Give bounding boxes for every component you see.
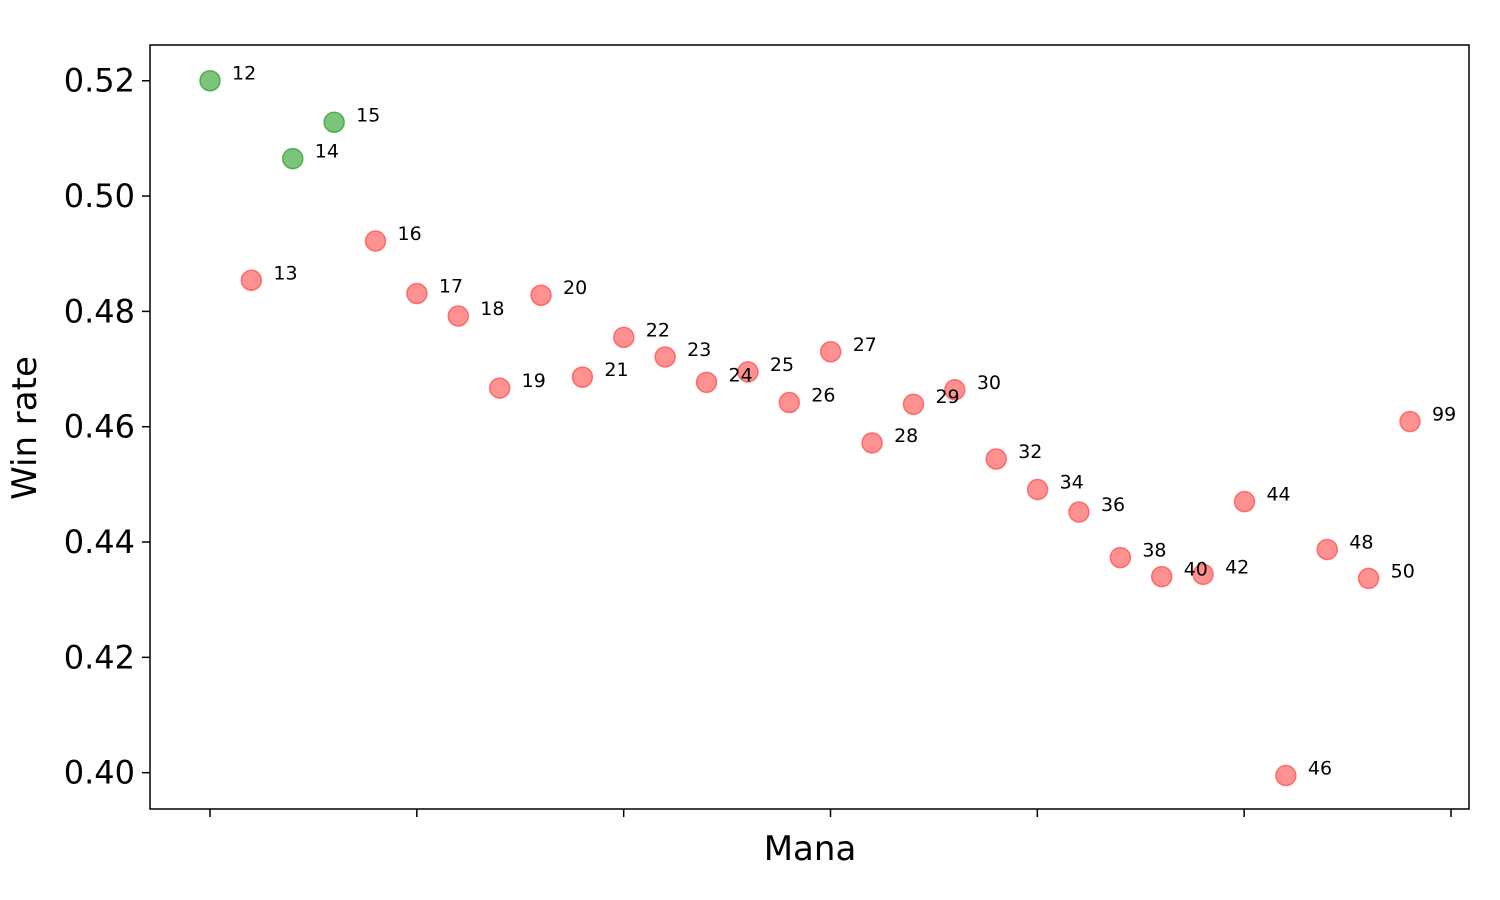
y-tick-label: 0.52 xyxy=(64,62,135,100)
point-label-38: 38 xyxy=(1142,540,1166,562)
y-axis-title: Win rate xyxy=(5,356,45,500)
point-label-46: 46 xyxy=(1308,758,1332,780)
data-point-24 xyxy=(695,371,718,394)
point-label-25: 25 xyxy=(770,354,794,376)
y-tick-label: 0.46 xyxy=(64,408,135,446)
point-label-23: 23 xyxy=(687,339,711,361)
data-point-48 xyxy=(1316,538,1338,561)
point-label-12: 12 xyxy=(232,63,256,85)
y-tick-label: 0.42 xyxy=(64,638,135,676)
data-point-36 xyxy=(1068,501,1090,523)
point-label-13: 13 xyxy=(273,262,297,284)
point-label-26: 26 xyxy=(811,384,835,406)
data-point-29 xyxy=(902,393,925,415)
point-label-36: 36 xyxy=(1101,494,1125,516)
data-point-14 xyxy=(282,147,304,170)
point-labels: 12 13 14 15 16 17 18 19 20 21 22 23 24 25 26 27 28 29 30 32… xyxy=(232,63,1456,780)
point-label-15: 15 xyxy=(356,104,380,126)
data-points xyxy=(199,69,1421,787)
data-point-21 xyxy=(571,366,594,388)
data-point-42 xyxy=(1192,563,1214,586)
data-point-23 xyxy=(654,346,676,368)
point-label-48: 48 xyxy=(1349,532,1373,554)
point-label-28: 28 xyxy=(894,425,918,447)
data-point-27 xyxy=(819,341,842,363)
point-label-20: 20 xyxy=(563,277,587,299)
point-label-99: 99 xyxy=(1432,404,1456,426)
data-point-25 xyxy=(737,361,759,383)
x-axis-title: Mana xyxy=(764,829,857,869)
data-point-44 xyxy=(1233,490,1256,513)
y-axis: 0.40 0.42 0.44 0.46 0.48 0.50 0.52 xyxy=(64,62,150,792)
data-point-30 xyxy=(944,379,966,401)
point-label-14: 14 xyxy=(315,141,339,163)
point-label-17: 17 xyxy=(439,276,463,298)
point-label-21: 21 xyxy=(604,359,628,381)
data-point-16 xyxy=(364,230,387,252)
point-label-18: 18 xyxy=(480,298,504,320)
y-tick-label: 0.44 xyxy=(64,523,135,561)
data-point-12 xyxy=(199,69,221,92)
y-tick-label: 0.48 xyxy=(64,292,135,330)
data-point-46 xyxy=(1275,764,1297,787)
point-label-16: 16 xyxy=(398,223,422,245)
point-label-19: 19 xyxy=(522,370,546,392)
data-point-26 xyxy=(778,391,801,414)
point-label-22: 22 xyxy=(646,319,670,341)
point-label-29: 29 xyxy=(935,386,959,408)
data-point-20 xyxy=(530,284,552,306)
data-point-15 xyxy=(323,111,345,134)
point-label-30: 30 xyxy=(977,372,1001,394)
point-label-44: 44 xyxy=(1266,484,1290,506)
point-label-50: 50 xyxy=(1391,560,1415,582)
point-label-32: 32 xyxy=(1018,441,1042,463)
point-label-34: 34 xyxy=(1060,472,1084,494)
data-point-38 xyxy=(1109,546,1132,569)
data-point-40 xyxy=(1150,565,1173,588)
data-point-19 xyxy=(488,377,511,399)
data-point-18 xyxy=(447,305,470,327)
point-label-42: 42 xyxy=(1225,556,1249,578)
y-tick-label: 0.50 xyxy=(64,177,135,215)
x-axis xyxy=(209,809,1452,817)
data-point-28 xyxy=(861,432,883,454)
y-tick-label: 0.40 xyxy=(64,754,135,792)
point-label-40: 40 xyxy=(1184,559,1208,581)
point-label-27: 27 xyxy=(853,334,877,356)
data-point-17 xyxy=(406,282,428,305)
point-label-24: 24 xyxy=(729,364,753,386)
data-point-22 xyxy=(613,326,635,349)
data-point-32 xyxy=(985,448,1007,470)
data-point-50 xyxy=(1357,567,1380,590)
plot-area xyxy=(149,44,1470,810)
data-point-13 xyxy=(240,269,263,292)
data-point-99 xyxy=(1399,410,1421,433)
data-point-34 xyxy=(1026,478,1049,501)
